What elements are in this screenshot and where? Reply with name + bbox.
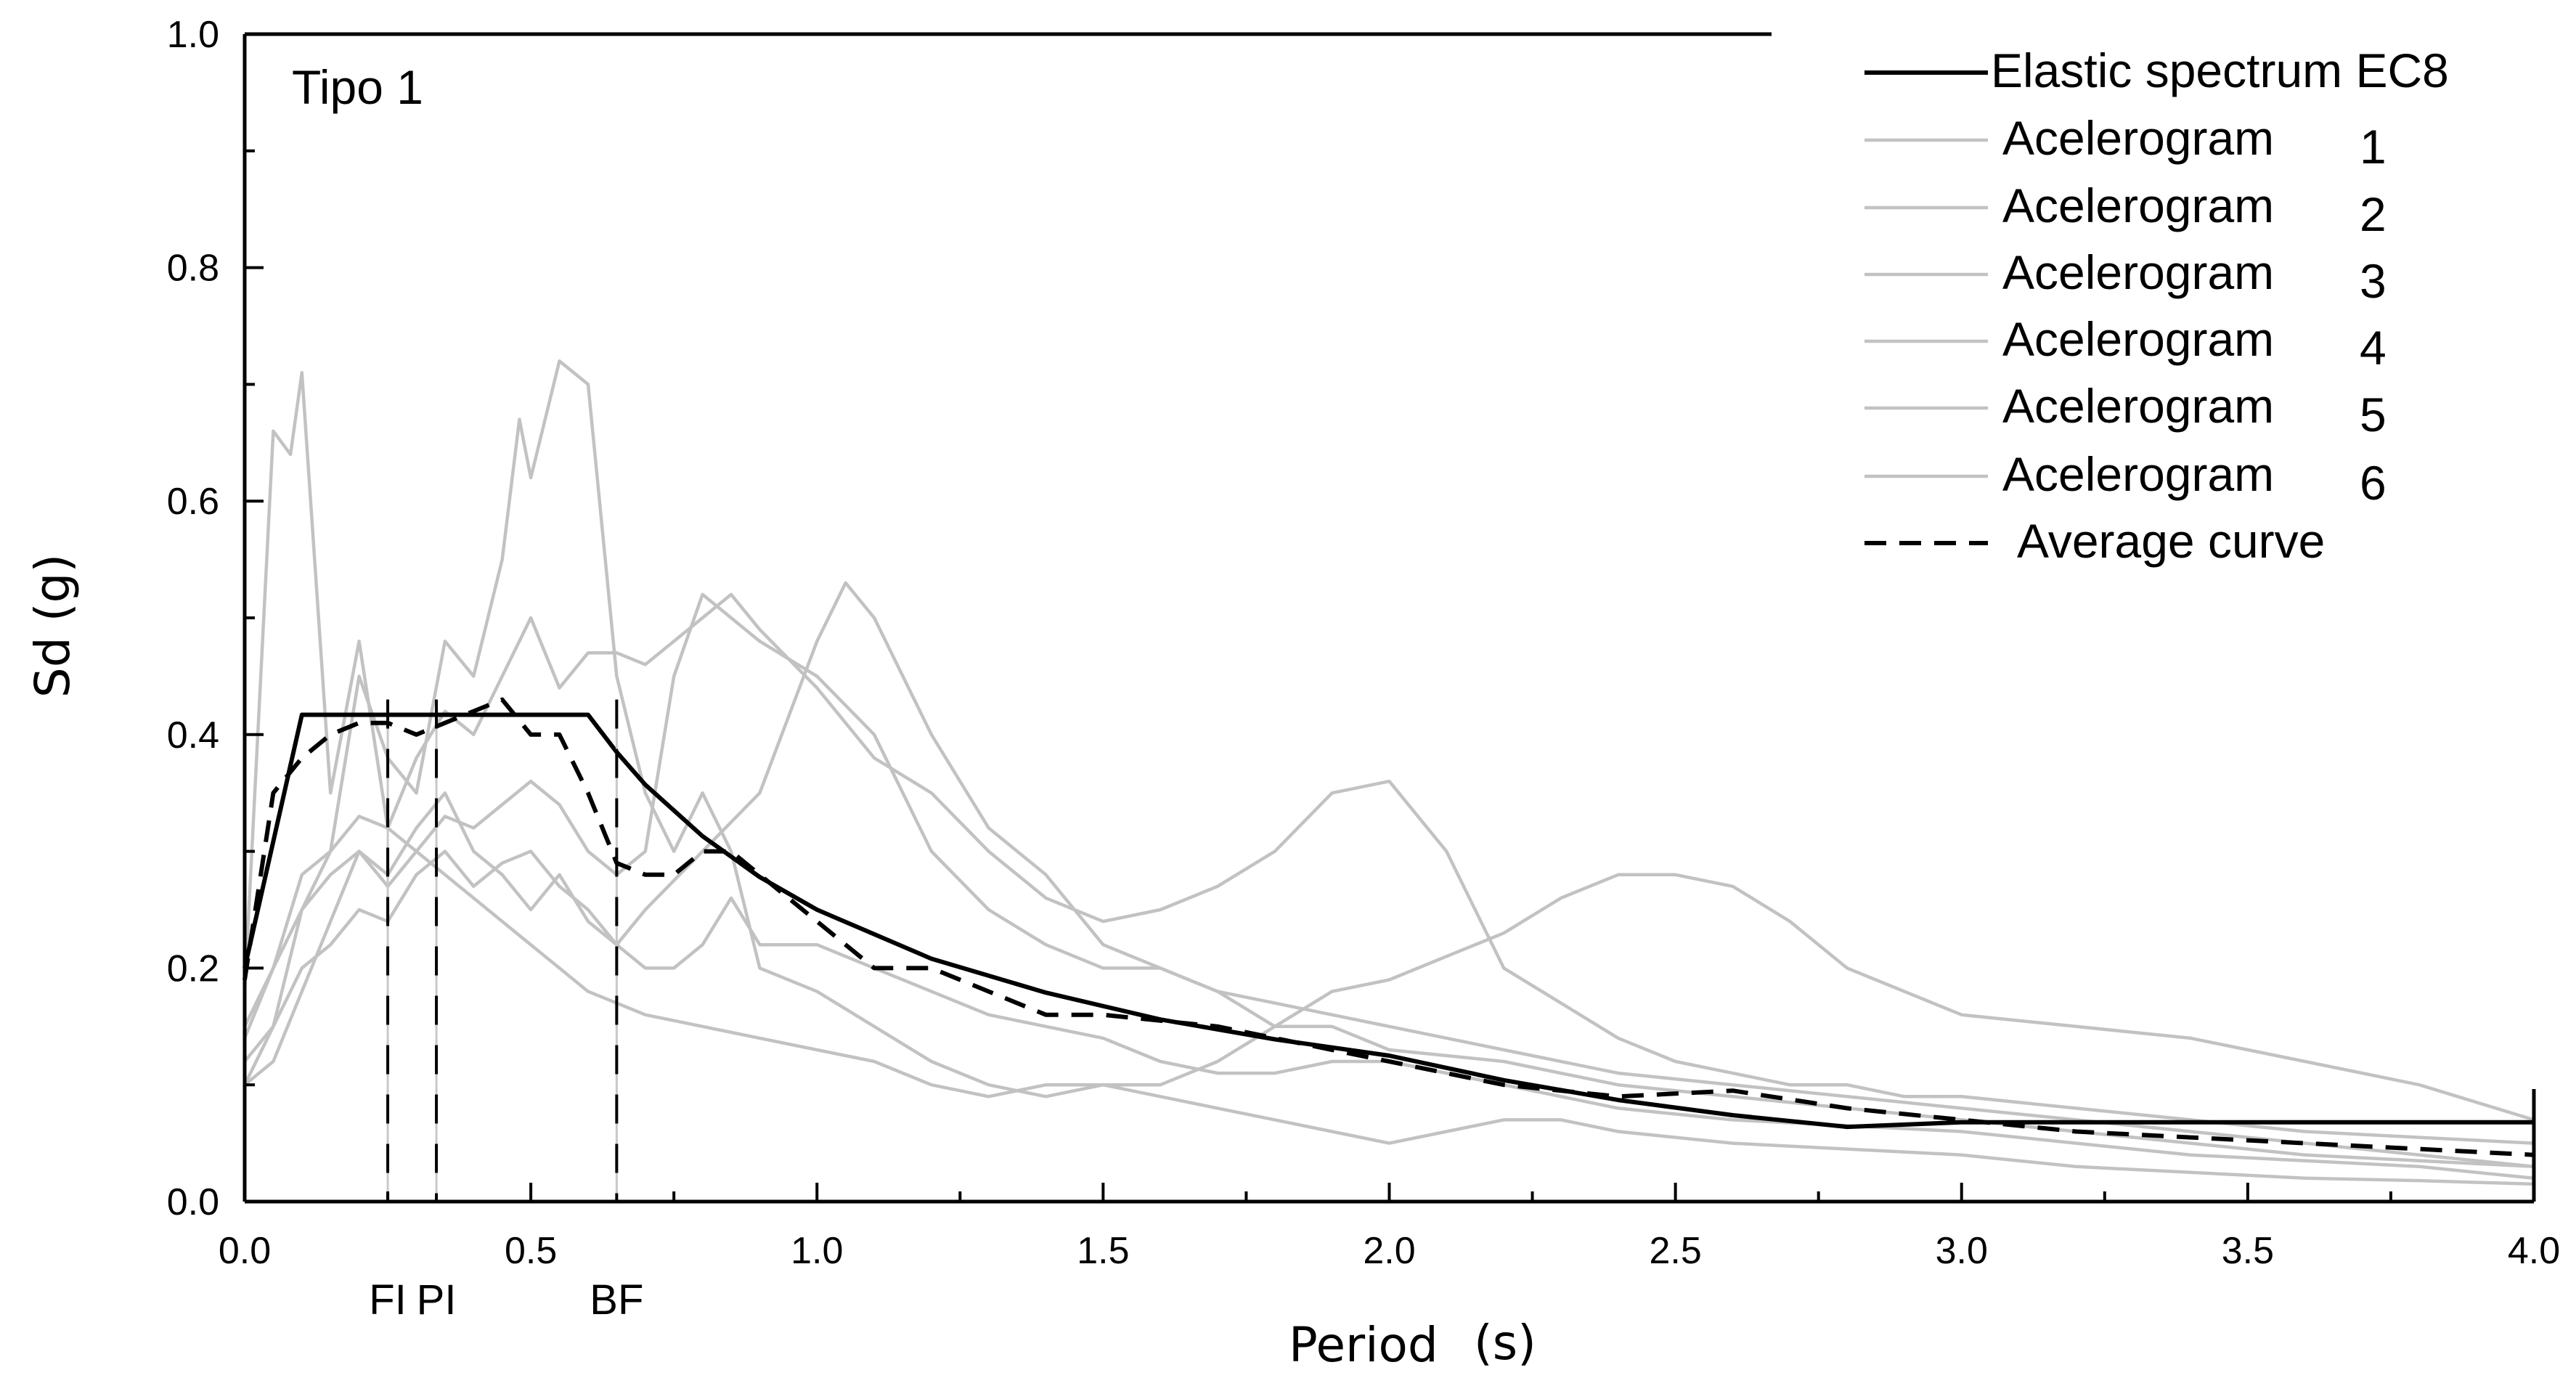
marker-label-fi: FI — [369, 1276, 407, 1324]
marker-layer: FI PI BF — [369, 699, 643, 1324]
series-line-6 — [242, 849, 2535, 1181]
series-line-4 — [243, 359, 2535, 1122]
legend-box — [1772, 30, 2576, 597]
x-tick-label: 3.5 — [2222, 1230, 2274, 1272]
y-tick-label: 0.4 — [167, 714, 219, 757]
x-tick-label: 3.0 — [1936, 1230, 1988, 1272]
legend-label-4: Acelerogram — [2002, 245, 2274, 299]
y-tick-label: 0.8 — [167, 248, 219, 290]
legend-label-8: Average curve — [2017, 514, 2325, 568]
x-tick-label: 1.0 — [791, 1230, 843, 1272]
y-tick-label: 1.0 — [167, 14, 219, 56]
panel-title: Tipo 1 — [292, 60, 423, 114]
legend-label-3: Acelerogram — [2002, 179, 2274, 232]
x-tick-label: 2.0 — [1363, 1230, 1415, 1272]
legend-number-2: 1 — [2360, 120, 2387, 174]
series-line-8 — [242, 697, 2535, 1157]
x-axis-unit: (s) — [1474, 1315, 1536, 1371]
legend-label-2: Acelerogram — [2002, 111, 2274, 165]
legend-label-1: Elastic spectrum EC8 — [1991, 44, 2449, 97]
series-layer — [242, 359, 2535, 1186]
legend: Elastic spectrum EC8 Acelerogram 1 Acelerog… — [1864, 44, 2449, 568]
series-line-7 — [243, 849, 2535, 1186]
marker-label-pi: PI — [417, 1276, 457, 1324]
series-line-1 — [242, 712, 2534, 1130]
legend-label-5: Acelerogram — [2002, 312, 2274, 366]
legend-number-4: 3 — [2360, 254, 2387, 308]
legend-label-7: Acelerogram — [2002, 447, 2274, 501]
legend-number-7: 6 — [2360, 456, 2387, 510]
legend-number-5: 4 — [2360, 321, 2387, 375]
tick-layer: 0.0 0.5 1.0 1.5 2.0 2.5 3.0 3.5 4.0 0.0 0.2 0.4 0.6 0… — [167, 14, 2560, 1272]
series-line-5 — [242, 581, 2535, 1169]
x-tick-label: 0.5 — [505, 1230, 557, 1272]
legend-number-3: 2 — [2360, 187, 2387, 241]
marker-label-bf: BF — [590, 1276, 643, 1324]
series-line-3 — [242, 371, 2535, 1169]
legend-label-6: Acelerogram — [2002, 379, 2274, 433]
x-axis-title: Period — [1289, 1317, 1438, 1373]
x-tick-label: 2.5 — [1649, 1230, 1701, 1272]
x-tick-label: 1.5 — [1077, 1230, 1129, 1272]
y-tick-label: 0.6 — [167, 481, 219, 523]
legend-number-6: 5 — [2360, 388, 2387, 441]
x-tick-label: 0.0 — [219, 1230, 271, 1272]
y-tick-label: 0.2 — [167, 947, 219, 990]
y-tick-label: 0.0 — [167, 1181, 219, 1223]
y-axis-title: Sd (g) — [25, 554, 81, 698]
x-tick-label: 4.0 — [2508, 1230, 2560, 1272]
